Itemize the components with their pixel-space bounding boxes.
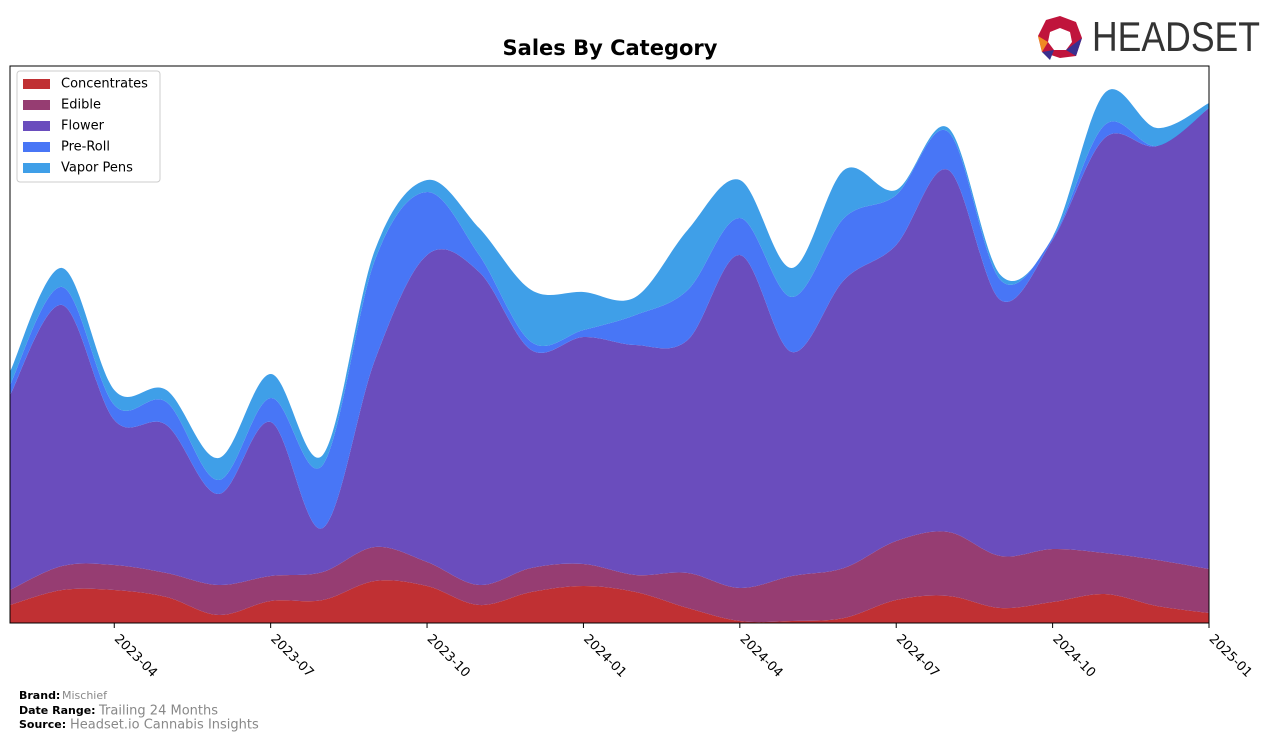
legend-swatch — [23, 163, 50, 173]
x-tick-label: 2025-01 — [1206, 632, 1255, 681]
logo-mark-part — [1042, 50, 1054, 60]
legend-label: Edible — [61, 98, 101, 113]
x-tick-label: 2024-04 — [737, 632, 786, 681]
footer-label: Source: — [19, 718, 66, 731]
plot-frame — [9, 65, 1210, 624]
legend-swatch — [23, 121, 50, 131]
footer-value: Headset.io Cannabis Insights — [70, 718, 259, 733]
area — [10, 108, 1209, 590]
footer-value: Trailing 24 Months — [98, 704, 218, 719]
logo-mark-part — [1066, 38, 1082, 56]
legend-box — [16, 70, 161, 183]
x-tick-label: 2024-07 — [893, 632, 942, 681]
logo-mark-inner — [1048, 28, 1072, 50]
area — [10, 580, 1209, 623]
footer-label: Date Range: — [19, 704, 96, 717]
legend-label: Flower — [61, 119, 105, 134]
chart-title: Sales By Category — [503, 36, 718, 60]
logo-text: HEADSET — [1092, 13, 1260, 60]
legend-swatch — [23, 142, 50, 152]
legend-label: Vapor Pens — [61, 161, 133, 176]
legend-swatch — [23, 100, 50, 110]
legend-label: Pre-Roll — [61, 140, 110, 155]
x-tick-label: 2023-10 — [424, 632, 473, 681]
area — [10, 89, 1209, 481]
logo-mark-part — [1038, 36, 1048, 52]
footer-label: Brand: — [19, 689, 60, 702]
x-tick-label: 2023-07 — [267, 632, 316, 681]
logo: HEADSET — [1038, 13, 1260, 60]
area — [10, 108, 1209, 529]
x-tick-label: 2024-10 — [1049, 632, 1098, 681]
area — [10, 531, 1209, 623]
footer-value: Mischief — [62, 689, 108, 702]
legend-swatch — [23, 79, 50, 89]
legend-label: Concentrates — [61, 77, 148, 92]
x-tick-label: 2023-04 — [111, 632, 160, 681]
x-tick-label: 2024-01 — [580, 632, 629, 681]
